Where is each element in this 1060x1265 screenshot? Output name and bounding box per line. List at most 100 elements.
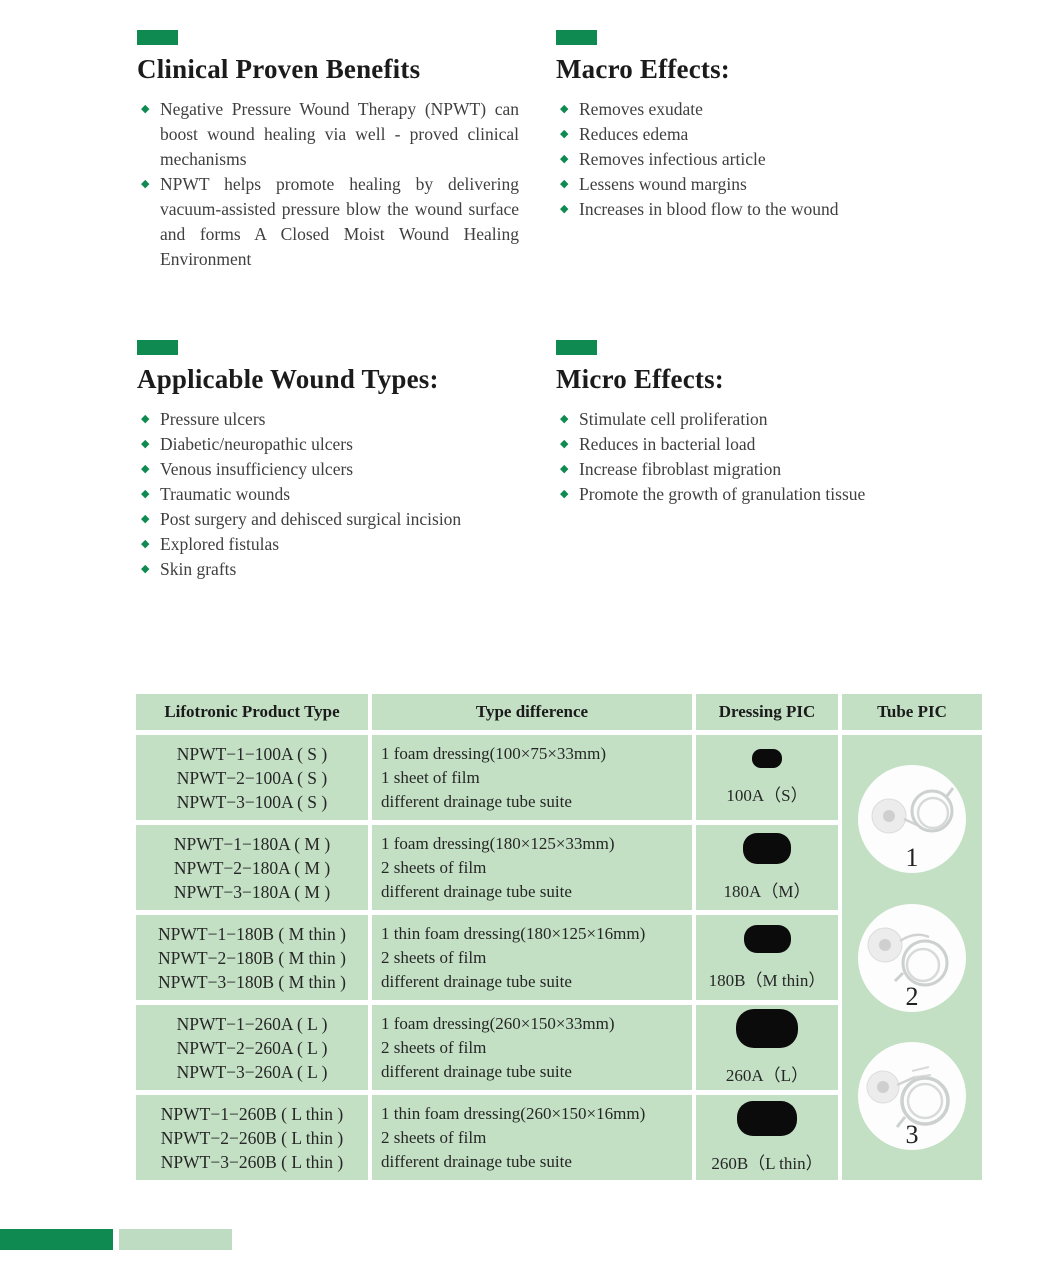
dressing-pic-cell: 100A（S） xyxy=(696,735,838,820)
dressing-label: 260B（L thin） xyxy=(711,1154,823,1173)
difference-line: 2 sheets of film xyxy=(381,1037,487,1057)
tube-number-1: 1 xyxy=(906,843,919,872)
macro-bullet-list: ◆ Removes exudate ◆ Reduces edema ◆ Removes… xyxy=(556,97,976,222)
list-item-text: Skin grafts xyxy=(160,559,237,579)
product-type-cell: NPWT−1−180A ( M ) NPWT−2−180A ( M ) NPWT… xyxy=(136,825,368,910)
list-item-text: Venous insufficiency ulcers xyxy=(160,459,354,479)
product-code: NPWT−1−260A ( L ) xyxy=(176,1013,328,1034)
diamond-bullet-icon: ◆ xyxy=(560,203,569,215)
type-difference-cell: 1 foam dressing(180×125×33mm) 2 sheets o… xyxy=(372,825,692,910)
dressing-shape-icon xyxy=(736,1009,798,1048)
section-wound-types: Applicable Wound Types: ◆ Pressure ulcers… xyxy=(137,340,547,582)
difference-line: 1 foam dressing(180×125×33mm) xyxy=(381,833,615,853)
section-clinical-benefits: Clinical Proven Benefits ◆ Negative Press… xyxy=(137,30,519,272)
list-item-text: Reduces in bacterial load xyxy=(579,434,756,454)
product-code: NPWT−3−100A ( S ) xyxy=(176,791,328,812)
product-code: NPWT−2−260A ( L ) xyxy=(176,1037,328,1058)
section-macro-effects: Macro Effects: ◆ Removes exudate ◆ Reduces… xyxy=(556,30,976,222)
product-code: NPWT−3−180A ( M ) xyxy=(173,881,331,902)
tube-number-3: 3 xyxy=(906,1120,919,1149)
difference-line: 1 foam dressing(260×150×33mm) xyxy=(381,1013,615,1033)
diamond-bullet-icon: ◆ xyxy=(560,178,569,190)
list-item: ◆ NPWT helps promote healing by deliverin… xyxy=(137,172,519,272)
diamond-bullet-icon: ◆ xyxy=(141,438,150,450)
product-code: NPWT−2−260B ( L thin ) xyxy=(160,1127,344,1148)
dressing-shape-icon xyxy=(743,924,791,953)
product-code: NPWT−3−180B ( M thin ) xyxy=(158,971,346,992)
tube-image-3: 3 xyxy=(858,1042,966,1151)
product-code: NPWT−3−260B ( L thin ) xyxy=(160,1151,344,1172)
type-difference-cell: 1 foam dressing(260×150×33mm) 2 sheets o… xyxy=(372,1005,692,1090)
difference-line: 2 sheets of film xyxy=(381,857,487,877)
tube-image-2: 2 xyxy=(858,903,966,1012)
list-item: ◆ Skin grafts xyxy=(137,557,547,582)
diamond-bullet-icon: ◆ xyxy=(141,513,150,525)
product-code: NPWT−2−100A ( S ) xyxy=(176,767,328,788)
list-item: ◆ Traumatic wounds xyxy=(137,482,547,507)
list-item-text: Explored fistulas xyxy=(160,534,280,554)
product-code: NPWT−2−180A ( M ) xyxy=(173,857,331,878)
dressing-label: 100A（S） xyxy=(726,786,808,805)
section-title-wound-types: Applicable Wound Types: xyxy=(137,364,439,394)
table-header-dressing-pic: Dressing PIC xyxy=(696,694,838,730)
difference-line: different drainage tube suite xyxy=(381,881,572,901)
diamond-bullet-icon: ◆ xyxy=(141,413,150,425)
list-item: ◆ Removes infectious article xyxy=(556,147,976,172)
difference-line: 1 foam dressing(100×75×33mm) xyxy=(381,743,607,763)
micro-bullet-list: ◆ Stimulate cell proliferation ◆ Reduces i… xyxy=(556,407,986,507)
tube-number-2: 2 xyxy=(906,982,919,1011)
product-code: NPWT−1−260B ( L thin ) xyxy=(160,1103,344,1124)
table-header-tube-pic: Tube PIC xyxy=(842,694,982,730)
diamond-bullet-icon: ◆ xyxy=(141,463,150,475)
product-table: Lifotronic Product Type Type difference … xyxy=(136,694,984,1180)
type-difference-cell: 1 thin foam dressing(180×125×16mm) 2 she… xyxy=(372,915,692,1000)
dressing-shape-icon xyxy=(737,1101,797,1136)
list-item: ◆ Increase fibroblast migration xyxy=(556,457,986,482)
dressing-label: 180B（M thin） xyxy=(708,970,826,990)
list-item: ◆ Increases in blood flow to the wound xyxy=(556,197,976,222)
difference-line: 1 thin foam dressing(180×125×16mm) xyxy=(381,923,646,943)
difference-line: different drainage tube suite xyxy=(381,971,572,991)
difference-line: different drainage tube suite xyxy=(381,791,572,811)
dressing-pic-cell: 260B（L thin） xyxy=(696,1095,838,1180)
list-item-text: Increases in blood flow to the wound xyxy=(579,199,839,219)
list-item: ◆ Venous insufficiency ulcers xyxy=(137,457,547,482)
list-item-text: Reduces edema xyxy=(579,124,689,144)
dressing-label: 260A（L） xyxy=(725,1066,809,1085)
type-difference-cell: 1 foam dressing(100×75×33mm) 1 sheet of … xyxy=(372,735,692,820)
list-item: ◆ Explored fistulas xyxy=(137,532,547,557)
list-item-text: Removes exudate xyxy=(579,99,703,119)
diamond-bullet-icon: ◆ xyxy=(560,413,569,425)
dressing-shape-icon xyxy=(743,833,791,864)
diamond-bullet-icon: ◆ xyxy=(141,178,150,190)
difference-line: 1 thin foam dressing(260×150×16mm) xyxy=(381,1103,646,1123)
dressing-pic-cell: 180A（M） xyxy=(696,825,838,910)
footer-bar-dark xyxy=(0,1229,113,1250)
list-item: ◆ Reduces edema xyxy=(556,122,976,147)
dressing-pic-cell: 180B（M thin） xyxy=(696,915,838,1000)
list-item-text: Traumatic wounds xyxy=(160,484,291,504)
table-header-type-difference: Type difference xyxy=(372,694,692,730)
product-code: NPWT−2−180B ( M thin ) xyxy=(158,947,346,968)
difference-line: 2 sheets of film xyxy=(381,947,487,967)
list-item-text: NPWT helps promote healing by delivering… xyxy=(160,174,519,269)
list-item: ◆ Post surgery and dehisced surgical inci… xyxy=(137,507,547,532)
list-item-text: Removes infectious article xyxy=(579,149,766,169)
list-item-text: Negative Pressure Wound Therapy (NPWT) c… xyxy=(160,99,519,169)
diamond-bullet-icon: ◆ xyxy=(560,103,569,115)
list-item-text: Pressure ulcers xyxy=(160,409,266,429)
product-type-cell: NPWT−1−180B ( M thin ) NPWT−2−180B ( M t… xyxy=(136,915,368,1000)
list-item-text: Diabetic/neuropathic ulcers xyxy=(160,434,353,454)
section-title-clinical: Clinical Proven Benefits xyxy=(137,54,421,84)
section-title-micro: Micro Effects: xyxy=(556,364,724,394)
diamond-bullet-icon: ◆ xyxy=(560,128,569,140)
list-item: ◆ Stimulate cell proliferation xyxy=(556,407,986,432)
list-item-text: Increase fibroblast migration xyxy=(579,459,782,479)
dressing-shape-icon xyxy=(752,749,782,768)
diamond-bullet-icon: ◆ xyxy=(141,563,150,575)
product-code: NPWT−3−260A ( L ) xyxy=(176,1061,328,1082)
tube-image-1: 1 xyxy=(858,764,966,873)
difference-line: different drainage tube suite xyxy=(381,1151,572,1171)
product-type-cell: NPWT−1−100A ( S ) NPWT−2−100A ( S ) NPWT… xyxy=(136,735,368,820)
